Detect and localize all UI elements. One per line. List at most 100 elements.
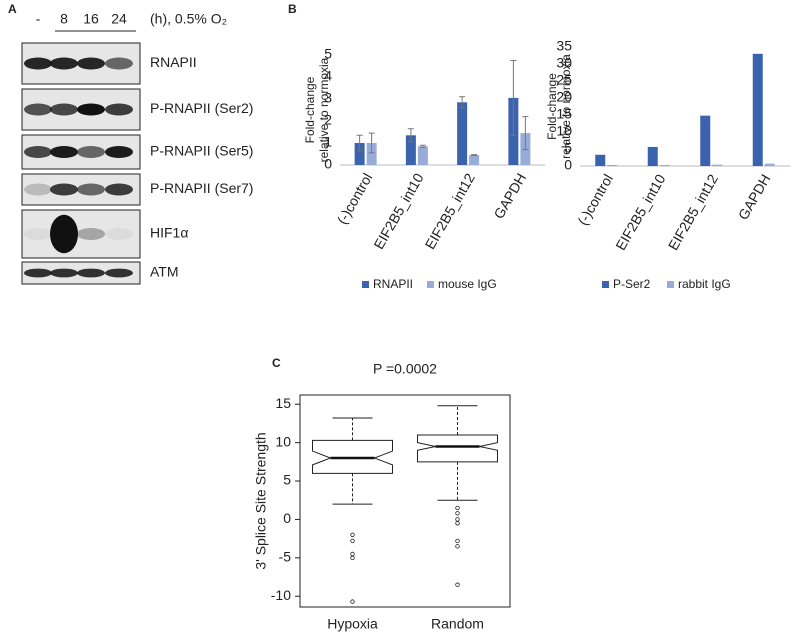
bar — [469, 155, 480, 165]
y-tick-label: 5 — [283, 472, 291, 488]
box — [312, 439, 393, 474]
y-tick-label: -5 — [279, 549, 292, 565]
bar — [764, 163, 775, 166]
bar — [700, 115, 711, 166]
outlier — [455, 511, 460, 516]
x-tick-label: Random — [431, 616, 484, 632]
bar — [712, 164, 723, 166]
y-axis-label: relative to normoxia — [317, 57, 331, 162]
legend-swatch — [427, 281, 434, 288]
y-tick-label: 0 — [564, 157, 572, 173]
y-tick-label: 3 — [324, 90, 332, 106]
row-label: ATM — [150, 264, 179, 280]
band — [105, 183, 133, 196]
outlier — [350, 538, 355, 544]
outlier — [350, 551, 355, 557]
legend-label: RNAPII — [373, 277, 413, 291]
error-bar — [459, 96, 466, 109]
outlier — [350, 532, 355, 537]
plot-frame — [299, 394, 511, 608]
outlier — [455, 505, 460, 511]
y-tick-label: 5 — [564, 140, 572, 156]
band — [77, 146, 105, 158]
x-tick-label: (-)control — [574, 171, 616, 228]
band — [50, 57, 78, 70]
lane-label: 24 — [111, 11, 127, 27]
panel-label: A — [8, 2, 17, 16]
y-tick-label: 4 — [324, 68, 332, 84]
band — [24, 228, 52, 240]
row-label: RNAPII — [150, 54, 197, 70]
band — [77, 268, 105, 278]
row-label: P-RNAPII (Ser2) — [150, 100, 253, 116]
chart-title: P =0.0002 — [373, 361, 437, 377]
band — [50, 183, 78, 196]
y-tick-label: 25 — [556, 72, 572, 88]
legend-swatch — [667, 281, 674, 288]
band — [77, 57, 105, 70]
band — [105, 57, 133, 70]
y-tick-label: -10 — [271, 587, 291, 603]
bar — [607, 164, 618, 166]
y-tick-label: 35 — [556, 38, 572, 54]
y-axis-label: Fold-change — [303, 76, 317, 143]
outlier — [455, 538, 460, 544]
y-tick-label: 30 — [556, 55, 572, 71]
band — [50, 146, 78, 158]
y-tick-label: 10 — [275, 433, 291, 449]
x-tick-label: GAPDH — [735, 171, 774, 222]
error-bar — [419, 144, 426, 148]
y-tick-label: 0 — [283, 510, 291, 526]
bar — [647, 146, 658, 166]
y-axis-label: Fold-change — [545, 73, 559, 140]
blot-frame — [21, 209, 141, 259]
bar — [366, 143, 377, 165]
y-tick-label: 5 — [324, 46, 332, 62]
panel-label: C — [272, 356, 281, 370]
legend-swatch — [602, 281, 609, 288]
band — [77, 103, 105, 116]
bar — [405, 135, 416, 165]
outlier — [350, 599, 355, 604]
band — [24, 268, 52, 278]
condition-label: (h), 0.5% O₂ — [150, 11, 227, 27]
band — [105, 228, 133, 240]
error-bar — [522, 116, 529, 151]
error-bar — [356, 134, 363, 152]
y-tick-label: 2 — [324, 112, 332, 128]
legend-label: rabbit IgG — [678, 277, 731, 291]
band — [50, 268, 78, 278]
outlier — [455, 521, 460, 526]
band — [77, 228, 105, 240]
bar — [659, 164, 670, 166]
lane-label: 8 — [60, 11, 68, 27]
band — [105, 268, 133, 278]
row-label: P-RNAPII (Ser7) — [150, 180, 253, 196]
row-label: P-RNAPII (Ser5) — [150, 143, 253, 159]
band — [105, 103, 133, 116]
outlier — [455, 517, 460, 522]
band — [24, 103, 52, 116]
outlier — [350, 555, 355, 561]
band — [77, 183, 105, 196]
y-tick-label: 15 — [556, 106, 572, 122]
error-bar — [471, 154, 478, 157]
legend-swatch — [362, 281, 369, 288]
y-tick-label: 0 — [324, 156, 332, 172]
band — [105, 146, 133, 158]
lane-label: 16 — [83, 11, 99, 27]
error-bar — [368, 132, 375, 154]
band — [24, 183, 52, 196]
box — [417, 434, 498, 463]
y-tick-label: 10 — [556, 123, 572, 139]
bar — [417, 146, 428, 165]
y-axis-label: 3' Splice Site Strength — [253, 432, 269, 569]
lane-label: - — [36, 11, 41, 27]
outlier — [455, 582, 460, 587]
y-axis-label: relative to normoxia — [559, 54, 573, 159]
x-tick-label: EIF2B5_int10 — [612, 171, 668, 253]
x-tick-label: GAPDH — [490, 170, 529, 221]
row-label: HIF1α — [150, 225, 188, 241]
y-tick-label: 20 — [556, 89, 572, 105]
